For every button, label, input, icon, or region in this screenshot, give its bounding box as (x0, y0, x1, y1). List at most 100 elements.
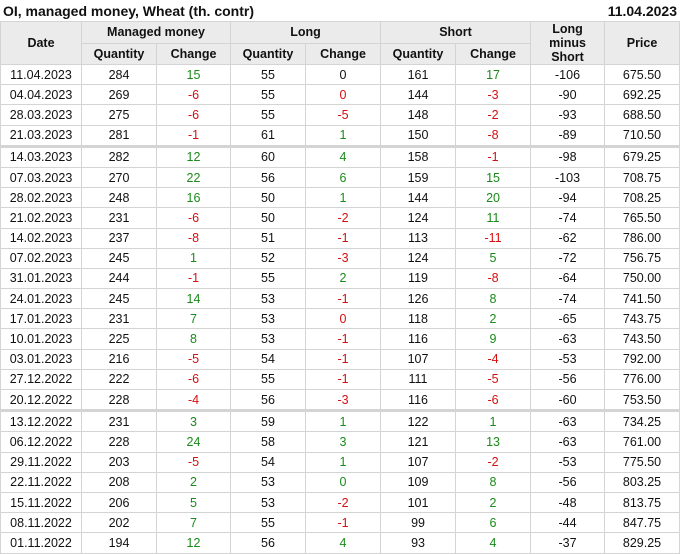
date-cell: 28.02.2023 (0, 187, 82, 209)
header-price: Price (604, 21, 680, 65)
table-row: 29.11.2022 203 -5 54 1 107 -2 -53 775.50 (0, 451, 680, 473)
price-cell: 753.50 (604, 388, 680, 413)
long-change-cell: -1 (304, 227, 382, 249)
mm-change-cell: -4 (156, 388, 231, 413)
long-change-cell: 1 (304, 410, 382, 433)
date-cell: 27.12.2022 (0, 368, 82, 391)
long-quantity-cell: 58 (230, 431, 306, 453)
short-quantity-cell: 109 (380, 471, 457, 493)
short-change-cell: -1 (455, 145, 532, 168)
long-quantity-cell: 56 (230, 388, 306, 413)
mm-change-cell: 5 (156, 491, 231, 514)
mm-change-cell: 1 (156, 247, 231, 269)
mm-change-cell: 15 (156, 63, 231, 86)
long-change-cell: -1 (304, 288, 382, 310)
long-minus-short-cell: -63 (530, 410, 606, 433)
cot-table: Date Managed money Long Short Long minus… (0, 21, 680, 554)
mm-quantity-cell: 228 (81, 388, 157, 413)
date-cell: 24.01.2023 (0, 288, 82, 310)
table-row: 20.12.2022 228 -4 56 -3 116 -6 -60 753.50 (0, 388, 680, 413)
long-minus-short-cell: -74 (530, 207, 606, 229)
mm-change-cell: 7 (156, 512, 231, 534)
short-change-cell: -4 (455, 348, 532, 370)
short-quantity-cell: 111 (380, 368, 457, 391)
price-cell: 750.00 (604, 267, 680, 290)
date-cell: 22.11.2022 (0, 471, 82, 493)
long-quantity-cell: 50 (230, 187, 306, 209)
table-row: 06.12.2022 228 24 58 3 121 13 -63 761.00 (0, 431, 680, 453)
long-change-cell: 4 (304, 145, 382, 168)
long-minus-short-cell: -56 (530, 368, 606, 391)
long-change-cell: -1 (304, 328, 382, 350)
table-row: 27.12.2022 222 -6 55 -1 111 -5 -56 776.00 (0, 368, 680, 391)
short-quantity-cell: 119 (380, 267, 457, 290)
mm-quantity-cell: 206 (81, 491, 157, 514)
price-cell: 765.50 (604, 207, 680, 229)
mm-change-cell: 8 (156, 328, 231, 350)
date-cell: 07.02.2023 (0, 247, 82, 269)
price-cell: 786.00 (604, 227, 680, 249)
long-change-cell: -3 (304, 388, 382, 413)
short-change-cell: 20 (455, 187, 532, 209)
long-minus-short-cell: -106 (530, 63, 606, 86)
long-minus-short-cell: -74 (530, 288, 606, 310)
short-change-cell: 1 (455, 410, 532, 433)
short-quantity-cell: 159 (380, 166, 457, 189)
date-cell: 21.02.2023 (0, 207, 82, 229)
long-minus-short-cell: -98 (530, 145, 606, 168)
mm-quantity-cell: 231 (81, 308, 157, 330)
price-cell: 734.25 (604, 410, 680, 433)
short-change-cell: 5 (455, 247, 532, 269)
date-cell: 15.11.2022 (0, 491, 82, 514)
mm-change-cell: 14 (156, 288, 231, 310)
long-quantity-cell: 55 (230, 368, 306, 391)
short-quantity-cell: 99 (380, 512, 457, 534)
date-cell: 14.02.2023 (0, 227, 82, 249)
mm-quantity-cell: 244 (81, 267, 157, 290)
header-date: Date (0, 21, 82, 65)
date-cell: 28.03.2023 (0, 104, 82, 126)
date-cell: 11.04.2023 (0, 63, 82, 86)
header-long: Long (229, 21, 382, 44)
table-row: 01.11.2022 194 12 56 4 93 4 -37 829.25 (0, 532, 680, 554)
table-row: 08.11.2022 202 7 55 -1 99 6 -44 847.75 (0, 512, 680, 534)
table-row: 31.01.2023 244 -1 55 2 119 -8 -64 750.00 (0, 267, 680, 290)
long-minus-short-cell: -93 (530, 104, 606, 126)
price-cell: 688.50 (604, 104, 680, 126)
date-cell: 01.11.2022 (0, 532, 82, 554)
report-title: OI, managed money, Wheat (th. contr) (3, 2, 254, 19)
mm-change-cell: -1 (156, 267, 231, 290)
table-row: 14.02.2023 237 -8 51 -1 113 -11 -62 786.00 (0, 227, 680, 249)
long-minus-short-cell: -64 (530, 267, 606, 290)
mm-change-cell: 12 (156, 532, 231, 554)
mm-change-cell: 2 (156, 471, 231, 493)
price-cell: 708.75 (604, 166, 680, 189)
date-cell: 13.12.2022 (0, 410, 82, 433)
long-minus-short-cell: -63 (530, 431, 606, 453)
long-change-cell: 0 (304, 471, 382, 493)
header-short-quantity: Quantity (380, 42, 457, 65)
price-cell: 776.00 (604, 368, 680, 391)
short-change-cell: 15 (455, 166, 532, 189)
short-change-cell: 17 (455, 63, 532, 86)
price-cell: 761.00 (604, 431, 680, 453)
mm-quantity-cell: 231 (81, 207, 157, 229)
short-quantity-cell: 121 (380, 431, 457, 453)
short-quantity-cell: 101 (380, 491, 457, 514)
date-cell: 29.11.2022 (0, 451, 82, 473)
price-cell: 775.50 (604, 451, 680, 473)
price-cell: 829.25 (604, 532, 680, 554)
mm-quantity-cell: 284 (81, 63, 157, 86)
report-date: 11.04.2023 (607, 2, 677, 19)
price-cell: 743.75 (604, 308, 680, 330)
mm-quantity-cell: 237 (81, 227, 157, 249)
price-cell: 803.25 (604, 471, 680, 493)
mm-quantity-cell: 216 (81, 348, 157, 370)
mm-quantity-cell: 245 (81, 247, 157, 269)
date-cell: 04.04.2023 (0, 84, 82, 106)
short-change-cell: 8 (455, 471, 532, 493)
long-quantity-cell: 59 (230, 410, 306, 433)
long-quantity-cell: 53 (230, 491, 306, 514)
table-row: 07.02.2023 245 1 52 -3 124 5 -72 756.75 (0, 247, 680, 269)
mm-quantity-cell: 281 (81, 124, 157, 148)
